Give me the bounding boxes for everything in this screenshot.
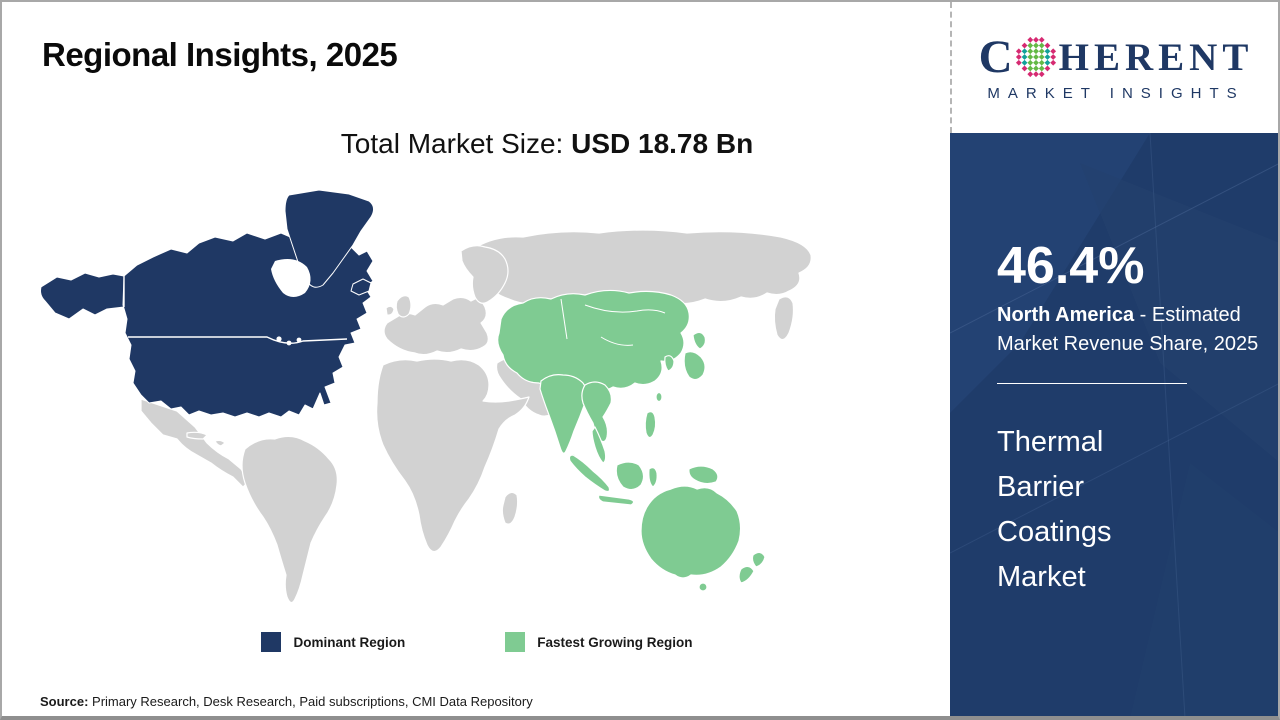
country-korea	[664, 355, 675, 372]
brand-letters: HERENT	[1058, 35, 1254, 79]
legend-item-dominant: Dominant Region	[261, 632, 405, 652]
share-region-name: North America	[997, 304, 1135, 327]
island-sulawesi	[648, 467, 658, 488]
page-title: Regional Insights, 2025	[42, 36, 398, 73]
island-tasmania	[698, 582, 708, 592]
source-text: Primary Research, Desk Research, Paid su…	[88, 694, 533, 709]
world-map	[37, 187, 817, 627]
country-uk	[395, 295, 412, 318]
island-hokkaido	[692, 331, 707, 350]
country-new-zealand-north	[751, 551, 766, 568]
source-line: Source: Primary Research, Desk Research,…	[40, 694, 533, 709]
region-alaska	[40, 272, 125, 320]
country-ireland	[385, 305, 395, 316]
stats-sidebar: 46.4% North America - Estimated Market R…	[950, 133, 1278, 716]
region-scandinavia	[460, 245, 509, 304]
country-madagascar	[501, 491, 519, 525]
asia-country-borders	[560, 298, 666, 346]
country-australia	[640, 485, 742, 579]
market-name: Thermal Barrier Coatings Market	[997, 425, 1112, 593]
region-africa	[376, 358, 530, 553]
region-malay-peninsula	[591, 426, 607, 464]
country-hispaniola	[214, 439, 226, 447]
country-greenland	[284, 189, 375, 288]
brand-wordmark: C HERENT	[978, 30, 1254, 83]
brand-logo: C HERENT MARKET INSIGHTS	[950, 2, 1278, 133]
brand-letter-c: C	[978, 30, 1013, 83]
market-size-label: Total Market Size:	[340, 128, 572, 159]
world-map-svg	[40, 189, 812, 604]
island-taiwan	[655, 391, 663, 403]
island-honshu	[683, 351, 706, 381]
market-share-value: 46.4%	[997, 237, 1145, 295]
region-indochina	[581, 381, 612, 443]
north-america-details	[123, 259, 348, 346]
country-cuba	[186, 431, 208, 440]
total-market-size: Total Market Size: USD 18.78 Bn	[142, 128, 952, 160]
region-north-america	[40, 189, 375, 418]
island-borneo	[615, 461, 645, 491]
great-lake	[276, 336, 282, 342]
region-mexico-central-america	[140, 398, 250, 488]
hudson-bay	[271, 259, 311, 297]
island-sumatra	[568, 454, 611, 493]
logo-globe-icon	[1015, 36, 1056, 78]
fastest-growing-region-swatch	[505, 632, 526, 652]
brand-tagline: MARKET INSIGHTS	[987, 84, 1245, 102]
map-legend: Dominant Region Fastest Growing Region	[2, 632, 952, 652]
divider-line	[997, 382, 1187, 384]
share-desc-text: - Estimated Market Revenue Share, 2025	[997, 304, 1259, 355]
market-share-description: North America - Estimated Market Revenue…	[997, 301, 1261, 359]
country-iceland	[350, 278, 372, 296]
country-kamchatka	[773, 296, 795, 341]
legend-item-fastest-growing: Fastest Growing Region	[505, 632, 693, 652]
legend-label: Dominant Region	[293, 634, 406, 650]
us-canada-border	[128, 336, 348, 344]
market-size-value: USD 18.78 Bn	[571, 128, 754, 159]
region-asia-pacific	[497, 289, 766, 592]
island-java	[597, 494, 635, 506]
source-label: Source:	[40, 694, 89, 709]
sidebar-content: 46.4% North America - Estimated Market R…	[997, 237, 1261, 600]
region-central-east-asia	[497, 289, 690, 392]
dominant-region-swatch	[261, 632, 282, 652]
island-new-guinea	[688, 465, 719, 485]
region-south-america	[241, 435, 338, 604]
legend-label: Fastest Growing Region	[537, 634, 693, 650]
country-india	[539, 374, 588, 454]
country-philippines	[644, 411, 657, 439]
country-new-zealand-south	[738, 565, 755, 584]
